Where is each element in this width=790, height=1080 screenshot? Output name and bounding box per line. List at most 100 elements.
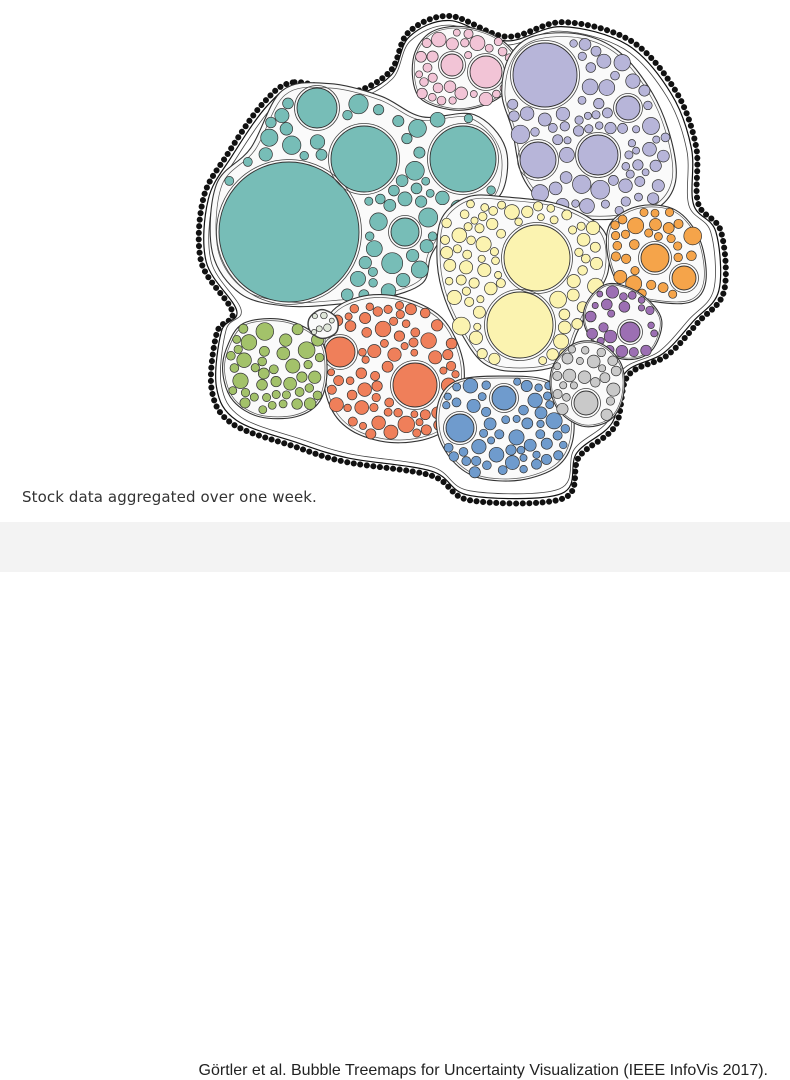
- coral-cluster-bubble: [344, 320, 357, 332]
- blue-cluster-bubble: [545, 412, 563, 430]
- lavender-cluster-bubble: [621, 162, 631, 171]
- yellow-cluster-bubble: [514, 217, 523, 226]
- yellow-cluster-bubble: [474, 223, 485, 234]
- teal-cluster-bubble: [368, 278, 378, 288]
- teal-cluster-bubble: [397, 191, 413, 207]
- gray-cluster-bubble: [553, 362, 562, 371]
- blue-cluster-bubble: [487, 436, 496, 445]
- lavender-cluster-bubble: [555, 106, 570, 122]
- lavender-cluster-bubble: [624, 150, 634, 160]
- teal-cluster-bubble: [358, 256, 372, 270]
- yellow-cluster-bubble: [476, 348, 488, 360]
- blue-cluster-bubble: [468, 466, 481, 479]
- pink-cluster-bubble: [443, 80, 457, 93]
- pink-cluster-bubble: [464, 51, 473, 60]
- lavender-cluster-bubble: [577, 51, 587, 61]
- teal-cluster-ring: [216, 159, 362, 305]
- yellow-cluster-bubble: [462, 249, 473, 260]
- blue-cluster-bubble: [505, 444, 517, 456]
- teal-cluster-bubble: [265, 116, 277, 129]
- blue-cluster-bubble: [443, 442, 454, 453]
- lavender-cluster-bubble: [559, 171, 573, 184]
- blue-cluster-bubble: [534, 383, 543, 392]
- teal-cluster-bubble: [392, 115, 405, 128]
- coral-cluster-bubble: [410, 327, 421, 338]
- green-cluster-bubble: [239, 397, 251, 409]
- blue-cluster-bubble: [479, 428, 489, 438]
- blue-cluster-ring: [443, 411, 477, 445]
- blue-cluster-bubble: [481, 406, 492, 417]
- yellow-cluster: [436, 194, 611, 373]
- teal-cluster-bubble: [406, 248, 420, 263]
- coral-cluster-bubble: [395, 309, 405, 319]
- pink-cluster-bubble: [492, 89, 501, 99]
- mini-cluster-bubble: [311, 329, 318, 335]
- teal-cluster-bubble: [435, 190, 450, 206]
- pink-cluster-bubble: [460, 38, 470, 48]
- purple-cluster-bubble: [640, 344, 652, 357]
- green-cluster-bubble: [296, 371, 308, 383]
- pink-cluster-bubble: [469, 90, 478, 98]
- lavender-cluster-bubble: [602, 107, 613, 119]
- teal-cluster-bubble: [419, 239, 434, 254]
- gray-cluster-bubble: [573, 390, 599, 416]
- coral-cluster-bubble: [372, 306, 383, 317]
- teal-cluster-bubble: [340, 288, 354, 302]
- yellow-cluster-bubble: [452, 244, 462, 254]
- blue-cluster-bubble: [535, 429, 546, 440]
- green-cluster-bubble: [232, 372, 249, 389]
- coral-cluster-bubble: [374, 320, 392, 338]
- green-cluster-bubble: [279, 333, 293, 347]
- orange-cluster-ring: [669, 263, 699, 293]
- blue-cluster-bubble: [445, 413, 475, 443]
- coral-cluster-bubble: [343, 403, 352, 413]
- green-cluster-bubble: [236, 352, 252, 368]
- yellow-cluster-bubble: [446, 290, 462, 305]
- orange-cluster-bubble: [617, 214, 628, 225]
- coral-cluster-bubble: [439, 366, 448, 375]
- coral-cluster-bubble: [445, 337, 458, 350]
- green-cluster-bubble: [285, 358, 301, 374]
- teal-cluster-bubble: [418, 207, 439, 228]
- purple-cluster-bubble: [603, 329, 618, 344]
- lavender-cluster-bubble: [547, 123, 558, 133]
- gray-cluster-bubble: [562, 393, 571, 402]
- orange-cluster-bubble: [650, 208, 660, 218]
- gray-cluster-bubble: [600, 408, 613, 421]
- lavender-cluster-bubble: [573, 125, 585, 137]
- teal-cluster-bubble: [279, 122, 294, 136]
- yellow-cluster-bubble: [459, 260, 474, 275]
- blue-cluster-bubble: [553, 450, 564, 461]
- purple-cluster-bubble: [650, 329, 659, 338]
- lavender-cluster-bubble: [531, 184, 549, 202]
- lavender-cluster-bubble: [510, 124, 530, 144]
- gray-cluster-bubble: [577, 370, 592, 384]
- lavender-cluster-bubble: [537, 112, 552, 127]
- lavender-cluster-bubble: [507, 98, 519, 110]
- gray-cluster-bubble: [559, 381, 568, 390]
- orange-cluster-bubble: [671, 265, 697, 291]
- blue-cluster-bubble: [536, 419, 545, 428]
- pink-cluster-bubble: [478, 91, 493, 107]
- teal-cluster-bubble: [330, 125, 398, 193]
- figure-caption: Stock data aggregated over one week.: [22, 488, 317, 506]
- lavender-cluster-bubble: [613, 54, 631, 72]
- coral-cluster-bubble: [431, 319, 444, 332]
- coral-cluster-bubble: [383, 407, 393, 417]
- gray-cluster-bubble: [567, 345, 576, 354]
- lavender-cluster-bubble: [574, 115, 584, 125]
- pink-cluster-bubble: [421, 38, 432, 48]
- yellow-cluster-bubble: [558, 308, 571, 321]
- gray-cluster-bubble: [575, 357, 584, 365]
- blue-cluster-bubble: [477, 392, 487, 401]
- lavender-cluster-bubble: [595, 121, 604, 130]
- yellow-cluster-bubble: [546, 348, 559, 361]
- blue-cluster-bubble: [494, 429, 505, 440]
- green-cluster-bubble: [250, 363, 260, 373]
- bubble-treemap-diagram: [195, 12, 729, 507]
- yellow-cluster-bubble: [494, 271, 503, 279]
- coral-cluster-bubble: [380, 339, 389, 348]
- teal-cluster-bubble: [367, 266, 378, 277]
- coral-cluster-bubble: [415, 418, 424, 427]
- lavender-cluster-bubble: [519, 106, 535, 121]
